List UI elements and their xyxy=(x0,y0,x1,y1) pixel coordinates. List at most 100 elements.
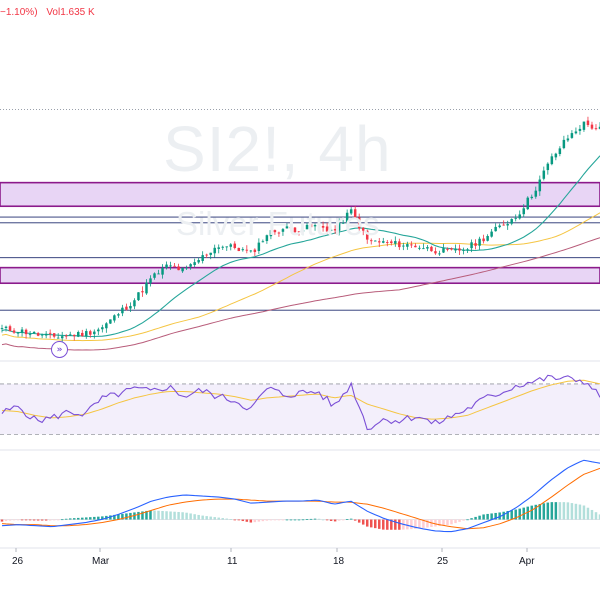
macd-histogram-bar xyxy=(0,519,4,522)
macd-histogram-bar xyxy=(277,519,281,521)
candle-body xyxy=(341,222,345,224)
candle-body xyxy=(237,247,241,252)
macd-histogram-bar xyxy=(313,518,317,520)
candle-body xyxy=(510,219,513,224)
candle-body xyxy=(217,247,220,249)
macd-histogram-bar xyxy=(442,519,445,526)
macd-histogram-bar xyxy=(462,519,465,521)
macd-histogram-bar xyxy=(44,519,48,521)
macd-histogram-bar xyxy=(418,519,421,529)
macd-histogram-bar xyxy=(329,519,333,521)
candle-body xyxy=(506,224,509,226)
candle-body xyxy=(566,138,570,141)
candle-body xyxy=(574,131,578,134)
candle-body xyxy=(97,329,100,332)
candle-body xyxy=(486,235,489,241)
macd-histogram-bar xyxy=(257,519,261,522)
candle-body xyxy=(253,249,257,253)
candle-body xyxy=(121,307,124,314)
macd-histogram-bar xyxy=(598,514,600,520)
macd-histogram-bar xyxy=(558,502,562,520)
candle-body xyxy=(462,250,465,251)
candle-body xyxy=(89,331,92,335)
price-zone xyxy=(0,181,600,208)
candle-body xyxy=(20,329,24,333)
candle-body xyxy=(281,229,285,232)
candle-body xyxy=(233,243,237,249)
go-to-realtime-button[interactable]: » xyxy=(51,341,68,358)
macd-histogram-bar xyxy=(297,519,301,521)
candle-body xyxy=(498,225,501,228)
candle-body xyxy=(185,267,188,269)
macd-histogram-bar xyxy=(197,514,200,520)
macd-histogram-bar xyxy=(85,517,88,520)
macd-histogram-bar xyxy=(325,519,329,521)
macd-histogram-bar xyxy=(494,512,497,520)
macd-histogram-bar xyxy=(378,519,381,529)
candle-body xyxy=(125,306,128,310)
macd-histogram-bar xyxy=(36,519,40,521)
macd-histogram-bar xyxy=(245,519,249,522)
candle-body xyxy=(518,214,521,219)
candle-body xyxy=(390,241,393,244)
candle-body xyxy=(197,260,200,263)
candle-body xyxy=(213,247,216,254)
macd-histogram-bar xyxy=(357,519,361,523)
candle-body xyxy=(321,226,325,228)
macd-histogram-bar xyxy=(141,511,144,520)
candle-body xyxy=(77,331,80,337)
candle-body xyxy=(165,264,168,268)
macd-histogram-bar xyxy=(189,513,192,520)
candle-body xyxy=(402,245,405,247)
candle-body xyxy=(277,232,281,234)
macd-histogram-bar xyxy=(534,504,538,520)
macd-histogram-bar xyxy=(550,502,554,520)
candle-body xyxy=(562,139,566,149)
macd-histogram-bar xyxy=(97,516,100,520)
macd-histogram-bar xyxy=(137,511,140,520)
candle-body xyxy=(8,326,12,332)
macd-histogram-bar xyxy=(269,519,273,521)
candle-body xyxy=(101,327,104,330)
macd-histogram-bar xyxy=(446,519,449,526)
candle-body xyxy=(418,247,421,249)
candle-body xyxy=(333,229,337,231)
macd-histogram-bar xyxy=(386,519,389,530)
price-change-percent: −1.10%) xyxy=(0,7,38,18)
candle-body xyxy=(590,124,594,129)
macd-histogram-bar xyxy=(145,510,148,520)
moving-average-slow-line xyxy=(1,237,600,351)
candle-body xyxy=(60,336,64,339)
candle-body xyxy=(85,331,88,337)
candle-body xyxy=(137,292,140,301)
price-zone xyxy=(0,266,600,285)
candle-body xyxy=(382,241,385,243)
candle-body xyxy=(446,248,449,250)
candle-body xyxy=(426,247,429,249)
macd-histogram-bar xyxy=(16,519,20,521)
macd-histogram-bar xyxy=(546,502,550,520)
x-axis-label: 18 xyxy=(333,556,345,567)
candle-body xyxy=(133,300,136,307)
candle-body xyxy=(598,126,600,129)
macd-histogram-bar xyxy=(185,512,188,520)
macd-histogram-bar xyxy=(369,519,373,528)
macd-histogram-bar xyxy=(566,502,570,520)
macd-histogram-bar xyxy=(293,519,297,521)
instrument-watermark: Silver Futures xyxy=(176,205,380,242)
macd-histogram-bar xyxy=(241,519,245,522)
macd-histogram-bar xyxy=(394,519,397,530)
macd-histogram-bar xyxy=(12,519,16,521)
macd-histogram-bar xyxy=(317,518,321,520)
candle-body xyxy=(145,282,148,294)
candle-body xyxy=(349,209,353,214)
candle-body xyxy=(157,273,160,275)
candle-body xyxy=(193,262,196,266)
x-axis-label: 26 xyxy=(12,556,24,567)
macd-histogram-bar xyxy=(414,519,417,529)
macd-histogram-bar xyxy=(341,519,345,521)
macd-histogram-bar xyxy=(68,518,72,520)
candle-body xyxy=(442,248,445,253)
candle-body xyxy=(149,278,152,284)
